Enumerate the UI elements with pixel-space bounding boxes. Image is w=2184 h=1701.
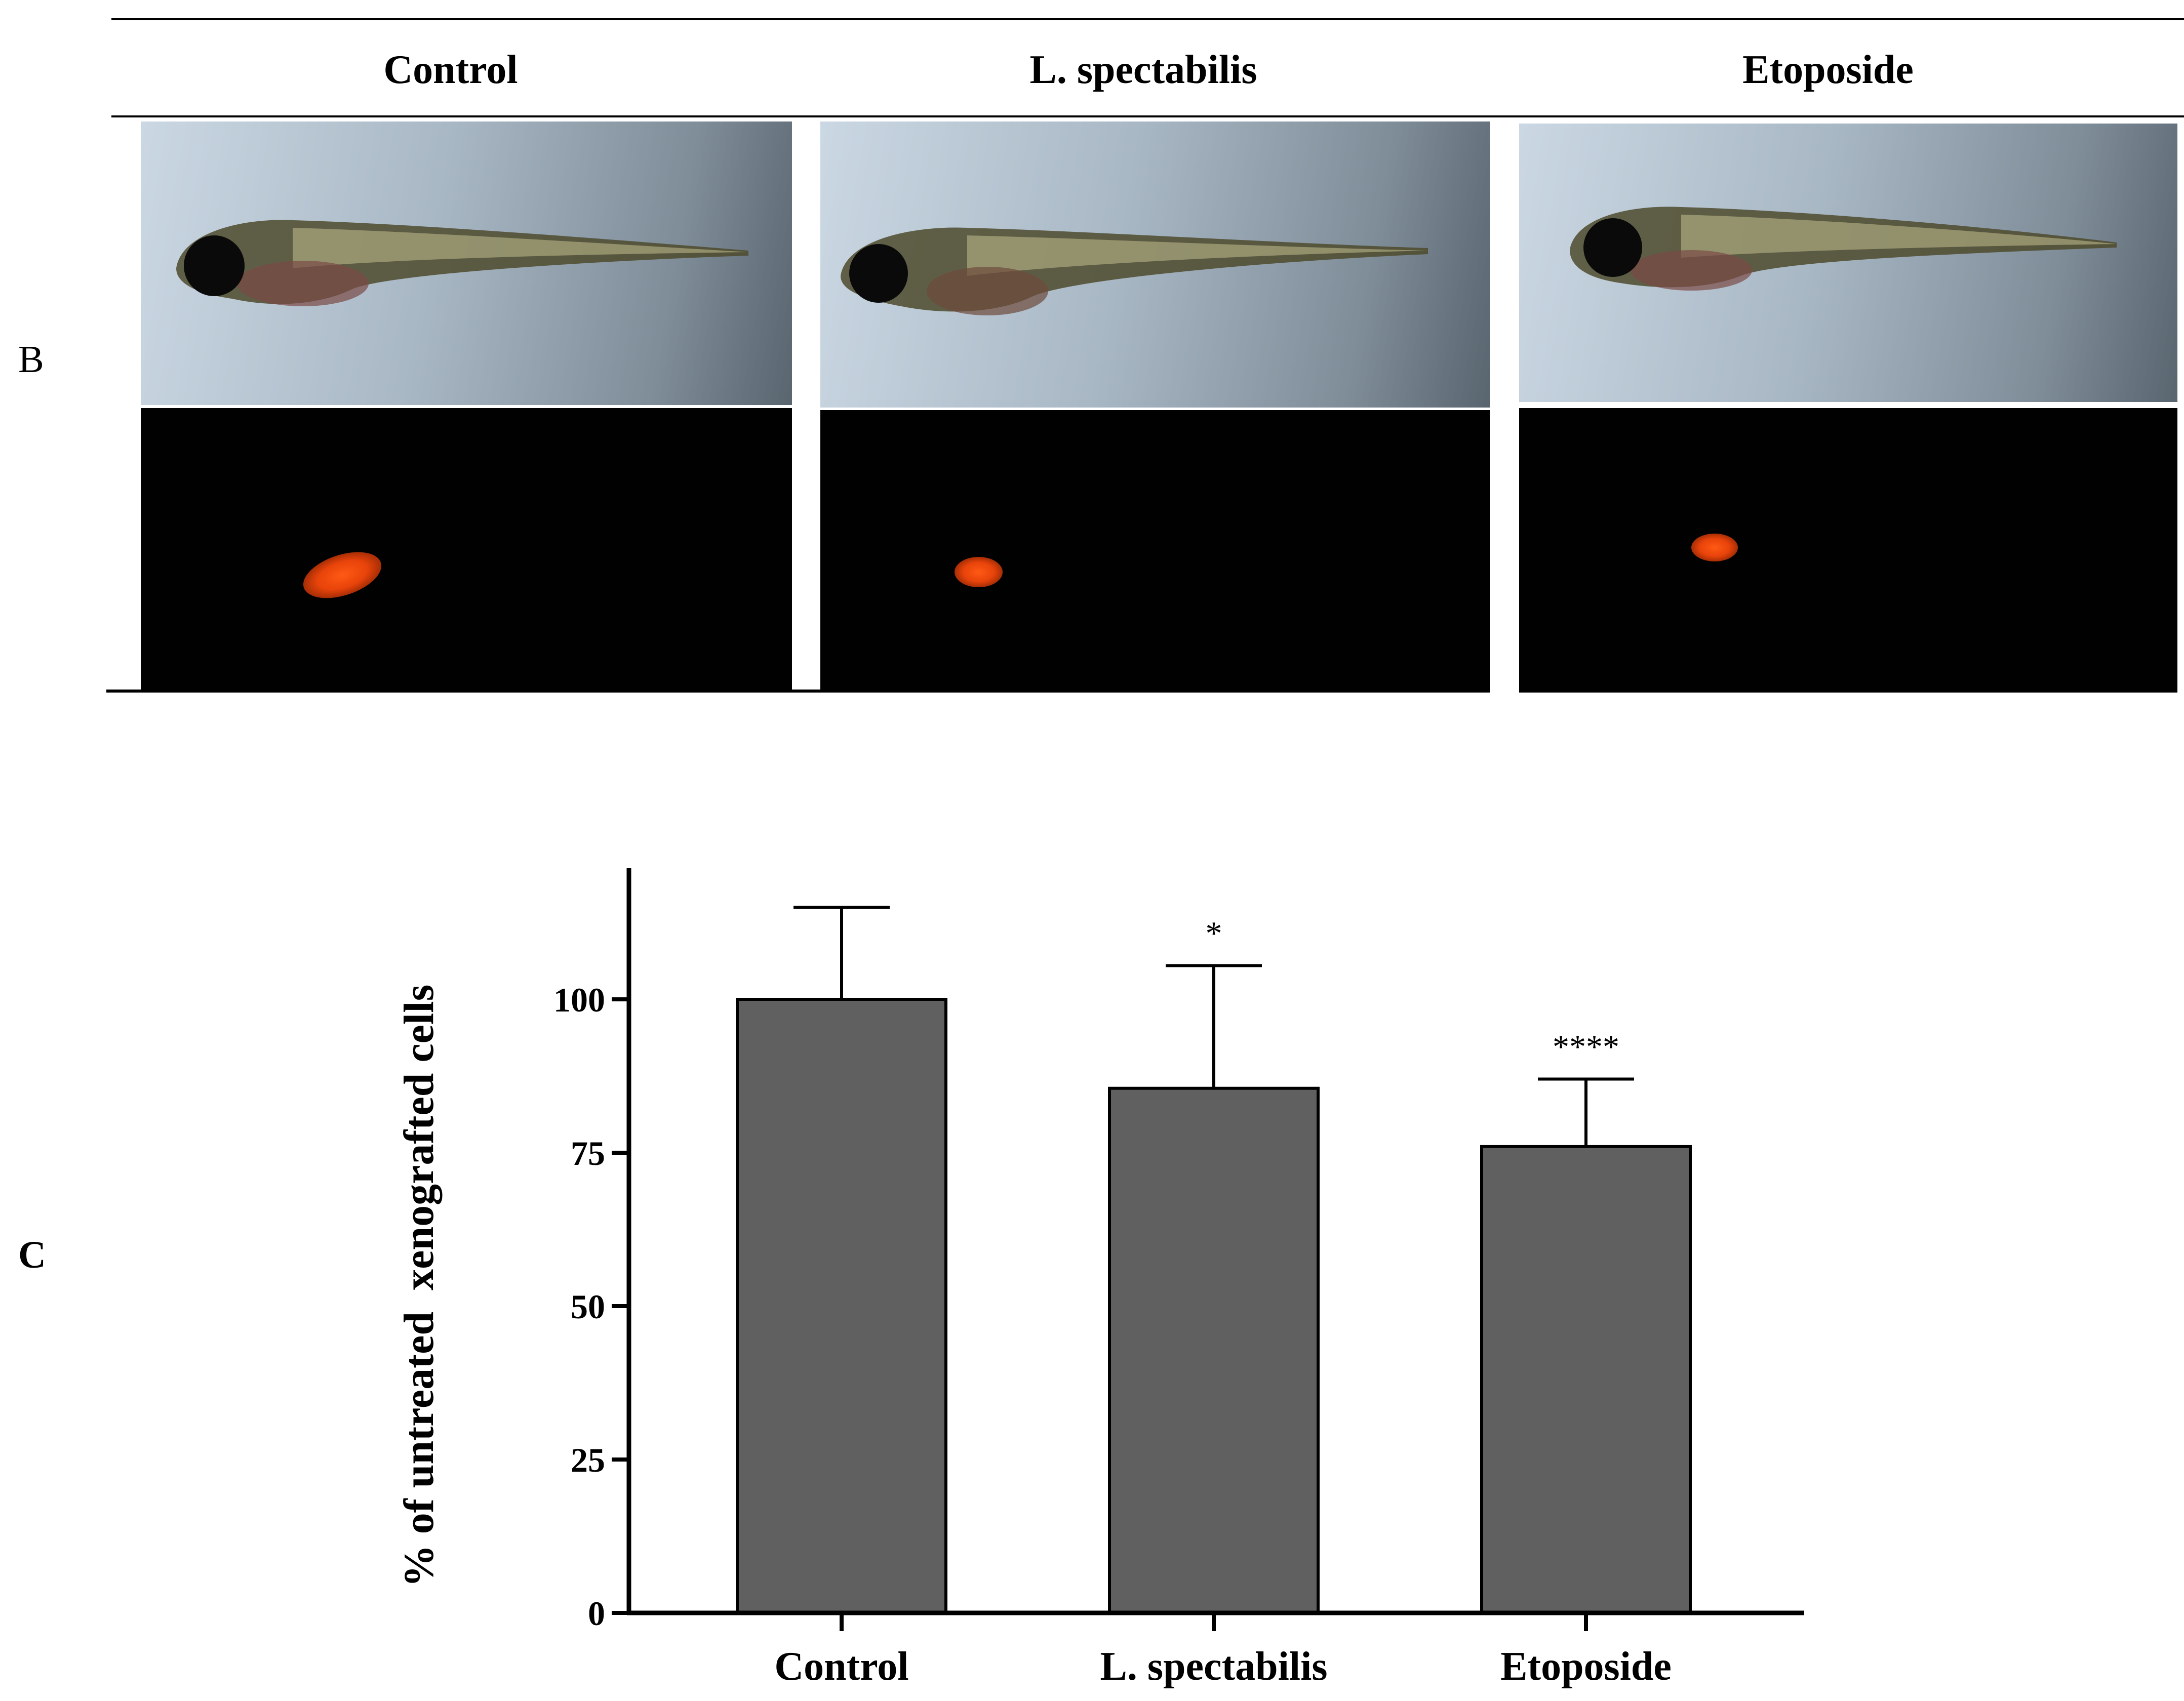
bar (1480, 1145, 1692, 1614)
table-bottom-rule (106, 690, 825, 693)
y-tick-label: 0 (588, 1594, 605, 1633)
bar (1108, 1086, 1320, 1614)
table-header-rule (111, 115, 2184, 117)
zebrafish-larva-etoposide (1570, 207, 2117, 291)
x-category-label: Etoposide (1500, 1644, 1672, 1689)
x-category-label: L. spectabilis (1100, 1644, 1328, 1689)
table-top-rule (111, 18, 2184, 20)
bar (736, 998, 947, 1614)
y-axis-label: % of untreated xenografted cells (395, 985, 443, 1588)
zebrafish-larva-control (176, 220, 748, 306)
column-header-control: Control (383, 48, 518, 92)
error-bars (793, 906, 1634, 1147)
y-axis-ticks: 0 25 50 75 100 (553, 981, 629, 1633)
x-axis-categories: Control L. spectabilis Etoposide (774, 1613, 1672, 1689)
x-category-label: Control (774, 1644, 908, 1689)
bars (736, 998, 1692, 1614)
zebrafish-larva-l-spectabilis (841, 227, 1428, 315)
fluorescence-image-l-spectabilis (820, 410, 1490, 693)
significance-label: * (1206, 915, 1222, 952)
y-tick-label: 50 (571, 1287, 605, 1326)
column-header-etoposide: Etoposide (1742, 48, 1914, 92)
y-tick-label: 75 (571, 1134, 605, 1172)
panel-letter-c: C (18, 1234, 46, 1276)
fluorescence-image-etoposide (1519, 408, 2177, 693)
brightfield-image-control (141, 122, 792, 405)
y-tick-label: 100 (553, 981, 605, 1019)
brightfield-image-l-spectabilis (820, 122, 1490, 408)
significance-markers: ***** (1206, 915, 1620, 1065)
column-header-l-spectabilis: L. spectabilis (1029, 48, 1257, 92)
brightfield-image-etoposide (1519, 124, 2177, 402)
fluorescence-image-control (141, 408, 792, 693)
tumor-cells-signal-l-spectabilis (955, 557, 1003, 587)
tumor-cells-signal-etoposide (1691, 534, 1738, 561)
panel-letter-b: B (18, 338, 44, 381)
y-tick-label: 25 (571, 1441, 605, 1479)
significance-label: **** (1553, 1029, 1619, 1066)
